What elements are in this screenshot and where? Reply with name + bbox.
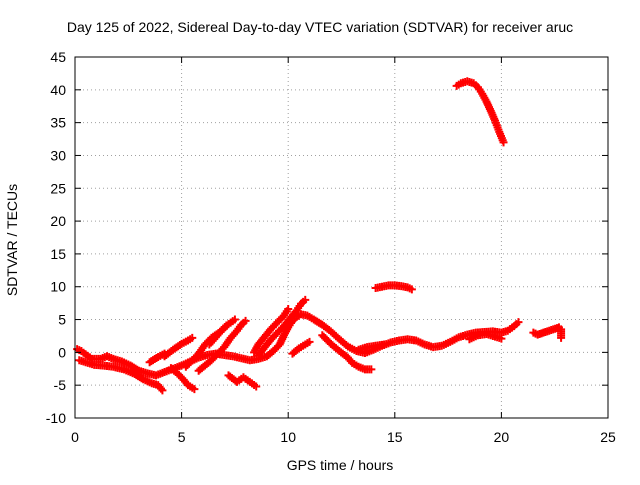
grid-layer — [75, 57, 608, 418]
data-point — [241, 316, 250, 325]
data-point — [407, 285, 416, 294]
x-tick-label: 20 — [494, 429, 510, 445]
y-tick-label: 35 — [50, 115, 66, 131]
series-track-mid-b — [354, 340, 389, 354]
y-tick-label: 20 — [50, 213, 66, 229]
data-point — [514, 318, 523, 327]
series-track-isolated — [529, 323, 566, 342]
ticks-layer: -10 -5 0 5 10 15 20 25 30 35 40 45 0 5 10 15 20 25 — [46, 49, 616, 445]
data-point — [499, 138, 508, 147]
series-track-low-c — [160, 333, 197, 361]
y-tick-label: -10 — [46, 410, 66, 426]
series-track-dip-b — [318, 331, 376, 374]
data-point — [301, 295, 310, 304]
data-point — [305, 337, 314, 346]
data-point — [190, 385, 199, 394]
series-track-main — [73, 310, 523, 380]
series-track-rise-b — [194, 316, 250, 375]
data-point — [188, 333, 197, 342]
y-tick-label: 40 — [50, 82, 66, 98]
y-tick-label: 45 — [50, 49, 66, 65]
series-track-rise-d — [254, 295, 310, 360]
data-point — [160, 349, 169, 358]
data-point — [557, 333, 566, 342]
series-track-rise-e — [250, 305, 293, 357]
x-tick-label: 0 — [71, 429, 79, 445]
series-track-mid — [288, 337, 314, 358]
y-axis-label: SDTVAR / TECUs — [4, 184, 20, 296]
x-axis-label: GPS time / hours — [287, 457, 394, 473]
series-track-rise-c — [205, 315, 239, 349]
y-tick-label: 10 — [50, 279, 66, 295]
series-track-low-a — [75, 356, 167, 395]
y-tick-label: 5 — [58, 312, 66, 328]
series-track-blob-10 — [371, 281, 416, 294]
data-point — [230, 315, 239, 324]
y-tick-label: -5 — [54, 377, 67, 393]
chart-title: Day 125 of 2022, Sidereal Day-to-day VTE… — [67, 19, 573, 35]
series-track-dip — [224, 371, 261, 391]
data-point — [367, 365, 376, 374]
data-point — [284, 305, 293, 314]
x-tick-label: 25 — [600, 429, 616, 445]
y-tick-label: 0 — [58, 344, 66, 360]
x-tick-label: 10 — [280, 429, 296, 445]
data-point — [158, 386, 167, 395]
series-track-low-d — [145, 349, 169, 367]
x-tick-label: 15 — [387, 429, 403, 445]
series-track-high — [452, 77, 508, 147]
series-track-late-a — [465, 329, 506, 344]
series-track-low-b — [166, 364, 199, 394]
x-tick-label: 5 — [178, 429, 186, 445]
y-tick-label: 15 — [50, 246, 66, 262]
y-tick-label: 25 — [50, 180, 66, 196]
data-point — [380, 340, 389, 349]
data-point — [497, 334, 506, 343]
data-point — [252, 382, 261, 391]
marks-layer — [73, 77, 566, 395]
y-tick-label: 30 — [50, 147, 66, 163]
plot-frame — [74, 56, 609, 419]
